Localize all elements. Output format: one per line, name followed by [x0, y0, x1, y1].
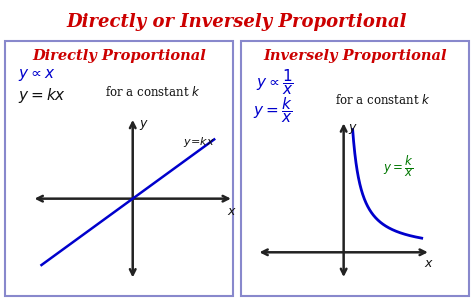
Text: $y = kx$: $y = kx$: [18, 86, 66, 105]
Text: for a constant $k$: for a constant $k$: [105, 85, 201, 99]
Text: Directly Proportional: Directly Proportional: [32, 49, 206, 63]
Text: $y = \dfrac{k}{x}$: $y = \dfrac{k}{x}$: [253, 95, 292, 125]
Text: for a constant $k$: for a constant $k$: [335, 93, 431, 107]
Text: Inversely Proportional: Inversely Proportional: [263, 49, 447, 63]
Text: $y \propto \dfrac{1}{x}$: $y \propto \dfrac{1}{x}$: [256, 67, 294, 97]
Text: $x$: $x$: [227, 205, 237, 218]
Bar: [5, 41, 233, 296]
Text: $y\!=\!kx$: $y\!=\!kx$: [183, 135, 215, 149]
Text: $y$: $y$: [138, 118, 148, 132]
Text: $y$: $y$: [348, 122, 358, 136]
Text: $y = \dfrac{k}{x}$: $y = \dfrac{k}{x}$: [383, 154, 413, 179]
Text: Directly or Inversely Proportional: Directly or Inversely Proportional: [67, 13, 407, 31]
Bar: [241, 41, 469, 296]
Text: $y \propto x$: $y \propto x$: [18, 67, 55, 83]
Text: $x$: $x$: [424, 257, 434, 270]
